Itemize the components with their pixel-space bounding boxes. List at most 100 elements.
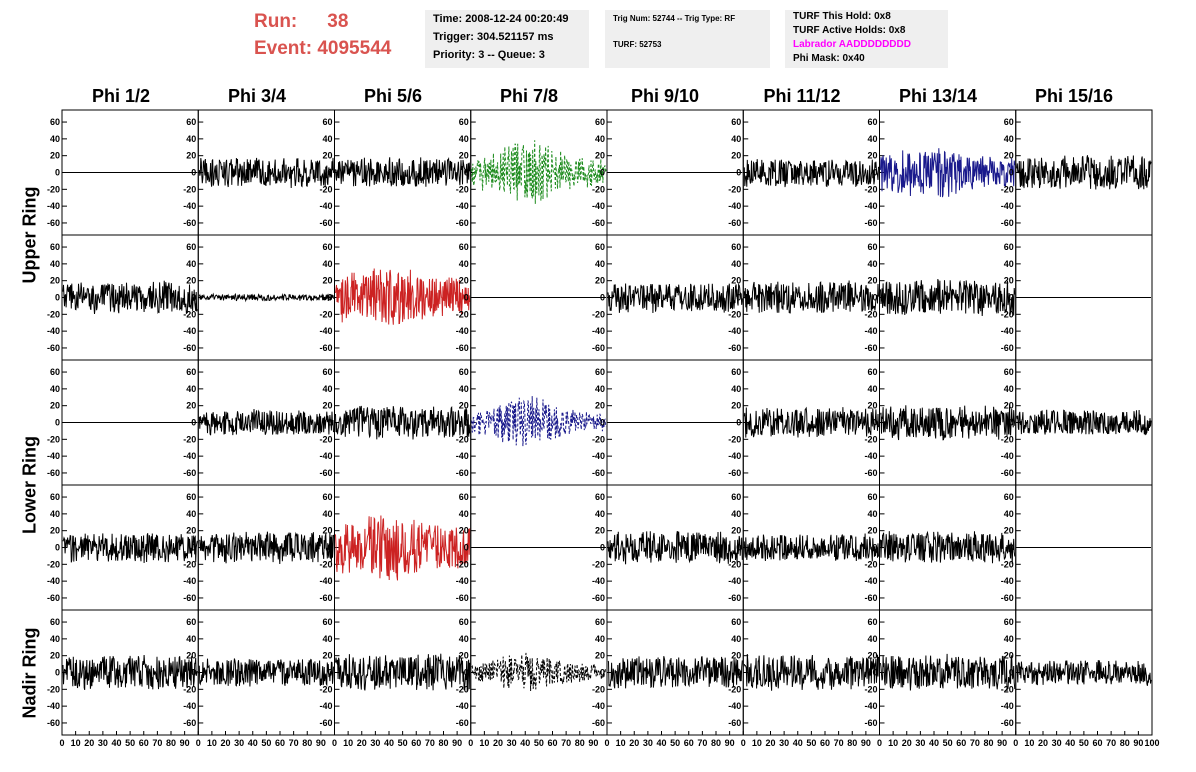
x-axis-tick-label: 10 [71,738,81,748]
x-axis-tick-label: 80 [1120,738,1130,748]
run-number: 38 [327,11,349,32]
y-axis-tick-label: -20 [1001,684,1014,694]
waveform-trace [198,157,334,189]
y-axis-tick-label: -60 [1001,343,1014,353]
x-axis-tick-label: 100 [1144,738,1159,748]
y-axis-tick-label: 40 [50,259,60,269]
x-axis-tick-label: 40 [793,738,803,748]
y-axis-tick-label: -40 [456,201,469,211]
y-axis-tick-label: 0 [1009,543,1014,553]
x-axis-tick-label: 80 [847,738,857,748]
y-axis-tick-label: -20 [864,559,877,569]
y-axis-tick-label: 60 [322,617,332,627]
x-axis-tick-label: 60 [139,738,149,748]
y-axis-tick-label: -40 [319,576,332,586]
y-axis-tick-label: 0 [464,543,469,553]
priority-text: Priority: 3 -- Queue: 3 [433,49,545,61]
y-axis-tick-label: -20 [1001,184,1014,194]
y-axis-tick-label: -40 [319,326,332,336]
y-axis-tick-label: 20 [867,276,877,286]
y-axis-tick-label: 60 [867,242,877,252]
y-axis-tick-label: -20 [47,309,60,319]
y-axis-tick-label: 40 [867,384,877,394]
y-axis-tick-label: 0 [872,418,877,428]
y-axis-tick-label: -60 [456,468,469,478]
y-axis-tick-label: 60 [1004,617,1014,627]
turf-active-holds-text: TURF Active Holds: 0x8 [793,25,906,36]
y-axis-tick-label: 40 [322,634,332,644]
x-axis-tick-label: 40 [929,738,939,748]
y-axis-tick-label: 20 [595,276,605,286]
x-axis-tick-label: 10 [752,738,762,748]
y-axis-tick-label: -60 [728,218,741,228]
y-axis-tick-label: -60 [319,468,332,478]
x-axis-tick-label: 20 [357,738,367,748]
y-axis-tick-label: 60 [50,617,60,627]
time-text: Time: 2008-12-24 00:20:49 [433,13,569,25]
y-axis-tick-label: -60 [864,343,877,353]
column-header-phi-5-6: Phi 5/6 [363,86,423,106]
x-axis-tick-label: 30 [1052,738,1062,748]
y-axis-tick-label: -40 [592,576,605,586]
y-axis-tick-label: 0 [191,668,196,678]
y-axis-tick-label: 0 [55,543,60,553]
x-axis-tick-label: 70 [1106,738,1116,748]
y-axis-tick-label: -40 [456,701,469,711]
y-axis-tick-label: 60 [50,367,60,377]
y-axis-tick-label: 0 [327,668,332,678]
y-axis-tick-label: -20 [47,559,60,569]
y-axis-tick-label: 40 [50,634,60,644]
y-axis-tick-label: -60 [47,718,60,728]
x-axis-tick-label: 80 [438,738,448,748]
y-axis-tick-label: 40 [459,634,469,644]
y-axis-tick-label: 20 [1004,651,1014,661]
y-axis-tick-label: -40 [47,326,60,336]
trig-num-text: Trig Num: 52744 -- Trig Type: RF [613,14,736,23]
x-axis-tick-label: 10 [479,738,489,748]
trig-info-box: Trig Num: 52744 -- Trig Type: RF TURF: 5… [605,10,770,68]
y-axis-tick-label: 60 [1004,367,1014,377]
y-axis-tick-label: -20 [864,184,877,194]
waveform-trace [335,405,471,440]
y-axis-tick-label: 20 [1004,526,1014,536]
y-axis-tick-label: -20 [1001,309,1014,319]
y-axis-tick-label: 40 [50,134,60,144]
turf-info-box: TURF This Hold: 0x8 TURF Active Holds: 0… [785,10,948,68]
y-axis-tick-label: -40 [319,201,332,211]
x-axis-tick-label: 90 [1133,738,1143,748]
y-axis-tick-label: 20 [459,401,469,411]
y-axis-tick-label: 40 [595,384,605,394]
y-axis-tick-label: 60 [186,367,196,377]
waveform-trace [743,159,879,188]
y-axis-tick-label: 20 [1004,276,1014,286]
y-axis-tick-label: 20 [595,401,605,411]
y-axis-tick-label: -40 [864,451,877,461]
y-axis-tick-label: 40 [867,259,877,269]
y-axis-tick-label: 20 [50,276,60,286]
y-axis-tick-label: 20 [186,401,196,411]
waveform-trace [880,530,1016,564]
x-axis-tick-label: 80 [166,738,176,748]
y-axis-tick-label: -40 [183,451,196,461]
column-header-phi-3-4: Phi 3/4 [227,86,287,106]
waveform-trace [335,157,471,187]
column-header-phi-15-16: Phi 15/16 [1034,86,1114,106]
y-axis-tick-label: 0 [55,668,60,678]
waveform-trace [198,408,334,436]
y-axis-tick-label: -20 [864,434,877,444]
y-axis-tick-label: -20 [183,559,196,569]
y-axis-tick-label: 60 [186,117,196,127]
waveform-trace [335,268,471,325]
x-axis-tick-label: 50 [1079,738,1089,748]
y-axis-tick-label: -40 [47,201,60,211]
x-axis-tick-label: 60 [275,738,285,748]
x-axis-tick-label: 50 [125,738,135,748]
y-axis-tick-label: -20 [319,434,332,444]
x-axis-tick-label: 30 [234,738,244,748]
y-axis-tick-label: 40 [322,509,332,519]
x-axis-tick-label: 20 [629,738,639,748]
y-axis-tick-label: -20 [456,184,469,194]
waveform-trace [335,515,471,581]
y-axis-tick-label: -60 [319,593,332,603]
y-axis-tick-label: 0 [600,543,605,553]
